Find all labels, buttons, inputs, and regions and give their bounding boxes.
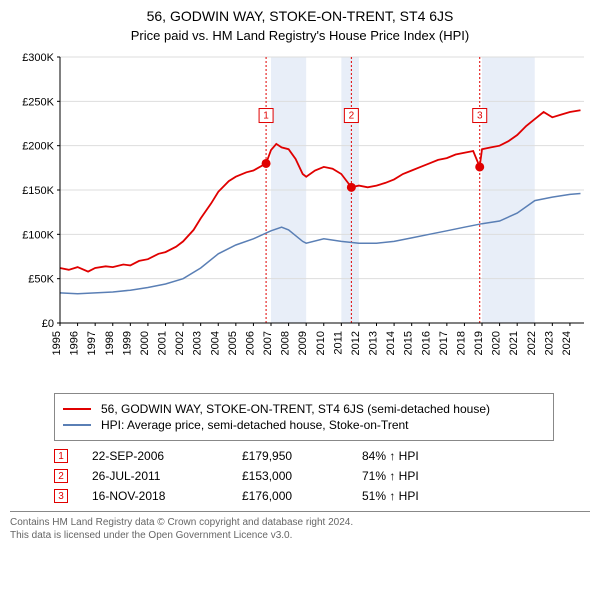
transactions-table: 1 22-SEP-2006 £179,950 84% ↑ HPI 2 26-JU…: [54, 449, 554, 503]
trans-marker-3: 3: [54, 489, 68, 503]
svg-text:1998: 1998: [104, 331, 116, 355]
table-row: 3 16-NOV-2018 £176,000 51% ↑ HPI: [54, 489, 554, 503]
trans-delta: 51% ↑ HPI: [362, 489, 482, 503]
svg-text:£0: £0: [42, 318, 54, 330]
svg-text:2022: 2022: [526, 331, 538, 355]
svg-text:2020: 2020: [491, 331, 503, 355]
svg-text:2017: 2017: [438, 331, 450, 355]
svg-text:£100K: £100K: [22, 229, 54, 241]
svg-text:2018: 2018: [455, 331, 467, 355]
svg-text:2008: 2008: [280, 331, 292, 355]
legend-row-hpi: HPI: Average price, semi-detached house,…: [63, 418, 545, 432]
svg-text:2023: 2023: [543, 331, 555, 355]
trans-date: 26-JUL-2011: [92, 469, 242, 483]
footer-line-1: Contains HM Land Registry data © Crown c…: [10, 516, 590, 529]
svg-text:2: 2: [349, 111, 355, 122]
svg-text:2007: 2007: [262, 331, 274, 355]
footer: Contains HM Land Registry data © Crown c…: [10, 511, 590, 542]
svg-text:2014: 2014: [385, 331, 397, 355]
svg-text:2013: 2013: [368, 331, 380, 355]
trans-marker-2: 2: [54, 469, 68, 483]
svg-text:2009: 2009: [297, 331, 309, 355]
svg-text:£250K: £250K: [22, 96, 54, 108]
svg-text:£300K: £300K: [22, 52, 54, 64]
svg-text:2024: 2024: [561, 331, 573, 355]
svg-text:1996: 1996: [69, 331, 81, 355]
svg-text:2002: 2002: [174, 331, 186, 355]
chart-title: 56, GODWIN WAY, STOKE-ON-TRENT, ST4 6JS: [10, 8, 590, 24]
svg-text:1999: 1999: [121, 331, 133, 355]
svg-text:2006: 2006: [244, 331, 256, 355]
legend-box: 56, GODWIN WAY, STOKE-ON-TRENT, ST4 6JS …: [54, 393, 554, 441]
trans-delta: 71% ↑ HPI: [362, 469, 482, 483]
svg-text:2011: 2011: [332, 331, 344, 355]
chart-plot: 1 2 3 £0 £50K £100K £150K £200K £250K £300K 1995 19…: [10, 51, 590, 381]
legend-row-price: 56, GODWIN WAY, STOKE-ON-TRENT, ST4 6JS …: [63, 402, 545, 416]
table-row: 1 22-SEP-2006 £179,950 84% ↑ HPI: [54, 449, 554, 463]
svg-text:2000: 2000: [139, 331, 151, 355]
legend-label-price: 56, GODWIN WAY, STOKE-ON-TRENT, ST4 6JS …: [101, 402, 490, 416]
svg-text:2010: 2010: [315, 331, 327, 355]
svg-text:£50K: £50K: [28, 274, 54, 286]
trans-delta: 84% ↑ HPI: [362, 449, 482, 463]
svg-text:2021: 2021: [508, 331, 520, 355]
svg-text:3: 3: [477, 111, 483, 122]
svg-text:1: 1: [263, 111, 269, 122]
legend-swatch-hpi: [63, 424, 91, 426]
svg-text:£200K: £200K: [22, 141, 54, 153]
chart-container: 56, GODWIN WAY, STOKE-ON-TRENT, ST4 6JS …: [0, 0, 600, 548]
svg-text:2003: 2003: [192, 331, 204, 355]
svg-text:2015: 2015: [403, 331, 415, 355]
svg-text:2001: 2001: [157, 331, 169, 355]
trans-price: £179,950: [242, 449, 362, 463]
svg-text:2012: 2012: [350, 331, 362, 355]
svg-text:2019: 2019: [473, 331, 485, 355]
footer-line-2: This data is licensed under the Open Gov…: [10, 529, 590, 542]
chart-subtitle: Price paid vs. HM Land Registry's House …: [10, 28, 590, 43]
svg-text:2005: 2005: [227, 331, 239, 355]
trans-marker-1: 1: [54, 449, 68, 463]
svg-text:1997: 1997: [86, 331, 98, 355]
legend-swatch-price: [63, 408, 91, 410]
svg-text:2016: 2016: [420, 331, 432, 355]
svg-text:1995: 1995: [51, 331, 63, 355]
table-row: 2 26-JUL-2011 £153,000 71% ↑ HPI: [54, 469, 554, 483]
trans-date: 16-NOV-2018: [92, 489, 242, 503]
trans-price: £176,000: [242, 489, 362, 503]
trans-date: 22-SEP-2006: [92, 449, 242, 463]
svg-text:£150K: £150K: [22, 185, 54, 197]
trans-price: £153,000: [242, 469, 362, 483]
svg-text:2004: 2004: [209, 331, 221, 355]
legend-label-hpi: HPI: Average price, semi-detached house,…: [101, 418, 409, 432]
